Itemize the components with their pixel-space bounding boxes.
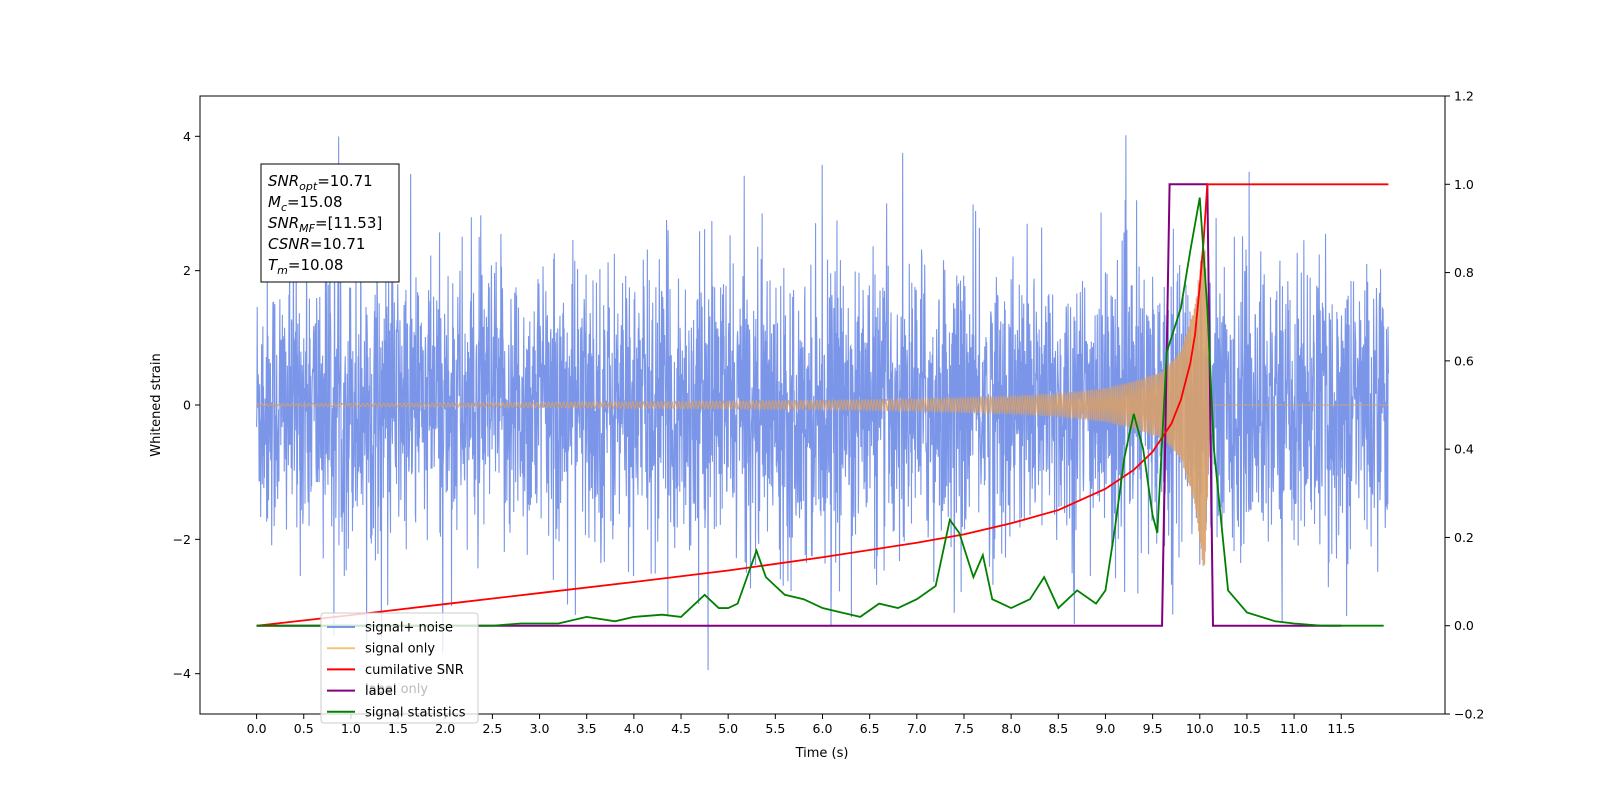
y-right-tick-label: 0.0 [1454,618,1474,633]
annotation-value: =10.71 [317,172,373,190]
x-tick-label: 9.5 [1143,721,1163,736]
annotation-symbol: T [268,256,279,274]
x-tick-label: 2.5 [482,721,502,736]
x-tick-label: 5.0 [718,721,738,736]
y-right-tick-label: −0.2 [1454,707,1484,722]
y-right-tick-label: 0.2 [1454,530,1474,545]
legend: label only signal+ noise signal only cumil… [320,612,479,724]
x-axis-label: Time (s) [795,746,849,761]
annotation-subscript: opt [299,180,318,193]
annotation-symbol: SNR [268,172,299,190]
annotation-value: =10.08 [288,256,344,274]
legend-label: signal statistics [365,705,466,720]
x-tick-label: 0.5 [294,721,314,736]
y-left-tick-label: 2 [183,263,191,278]
annotation-value: =[11.53] [315,214,382,232]
x-tick-label: 1.5 [388,721,408,736]
x-tick-label: 10.5 [1233,721,1261,736]
x-tick-label: 4.5 [671,721,691,736]
x-tick-label: 11.0 [1280,721,1308,736]
annotation-symbol: SNR [268,214,299,232]
series-signal-only [256,239,1389,567]
series-layer [256,135,1389,671]
annotation-box: SNRopt=10.71Mc=15.08SNRMF=[11.53]CSNR=10… [260,163,400,283]
y-left-tick-label: 4 [183,129,191,144]
annotation-subscript: m [277,264,288,277]
legend-hidden-text: label only [365,682,428,697]
y-right-tick-label: 1.0 [1454,177,1474,192]
annotation-line: Mc=15.08 [268,193,343,214]
legend-label: signal only [365,642,435,657]
legend-label: cumilative SNR [365,663,464,678]
annotation-symbol: M [268,193,281,211]
y-axis-left: −4 −2 0 2 4 [173,129,200,681]
x-tick-label: 6.5 [860,721,880,736]
y-right-tick-label: 1.2 [1454,89,1474,104]
annotation-line: Tm=10.08 [268,256,343,277]
x-tick-label: 6.0 [813,721,833,736]
annotation-value: =10.71 [310,235,366,253]
annotation-subscript: MF [299,222,315,235]
y-right-tick-label: 0.4 [1454,442,1474,457]
x-tick-label: 9.0 [1096,721,1116,736]
annotation-line: SNRopt=10.71 [268,172,373,193]
annotation-value: =15.08 [287,193,343,211]
x-axis: 0.0 0.5 1.0 1.5 2.0 2.5 3.0 3.5 4.0 4.5 5.0 5.5 6.0 6… [247,714,1355,736]
series-cumulative-snr [256,183,1389,627]
x-tick-label: 10.0 [1186,721,1214,736]
x-tick-label: 11.5 [1327,721,1355,736]
y-left-tick-label: 0 [183,398,191,413]
y-right-tick-label: 0.8 [1454,265,1474,280]
annotation-line: SNRMF=[11.53] [268,214,382,235]
x-tick-label: 1.0 [341,721,361,736]
x-tick-label: 7.5 [954,721,974,736]
y-left-tick-label: −2 [173,532,191,547]
x-tick-label: 3.0 [530,721,550,736]
x-tick-label: 2.0 [435,721,455,736]
y-axis-label: Whitened strain [149,353,164,456]
annotation-subscript: c [281,201,287,214]
legend-label: signal+ noise [365,621,453,636]
series-label [256,183,1342,627]
x-tick-label: 4.0 [624,721,644,736]
x-tick-label: 8.0 [1001,721,1021,736]
series-signal-statistics [256,197,1384,627]
y-right-tick-label: 0.6 [1454,353,1474,368]
legend-label: label [365,684,396,699]
x-tick-label: 5.5 [765,721,785,736]
x-tick-label: 7.0 [907,721,927,736]
annotation-line: CSNR=10.71 [268,235,365,253]
y-left-tick-label: −4 [173,666,191,681]
annotation-symbol: CSNR [268,235,310,253]
x-tick-label: 0.0 [247,721,267,736]
x-tick-label: 3.5 [577,721,597,736]
x-tick-label: 8.5 [1048,721,1068,736]
y-axis-right: −0.2 0.0 0.2 0.4 0.6 0.8 1.0 1.2 [1445,89,1484,722]
